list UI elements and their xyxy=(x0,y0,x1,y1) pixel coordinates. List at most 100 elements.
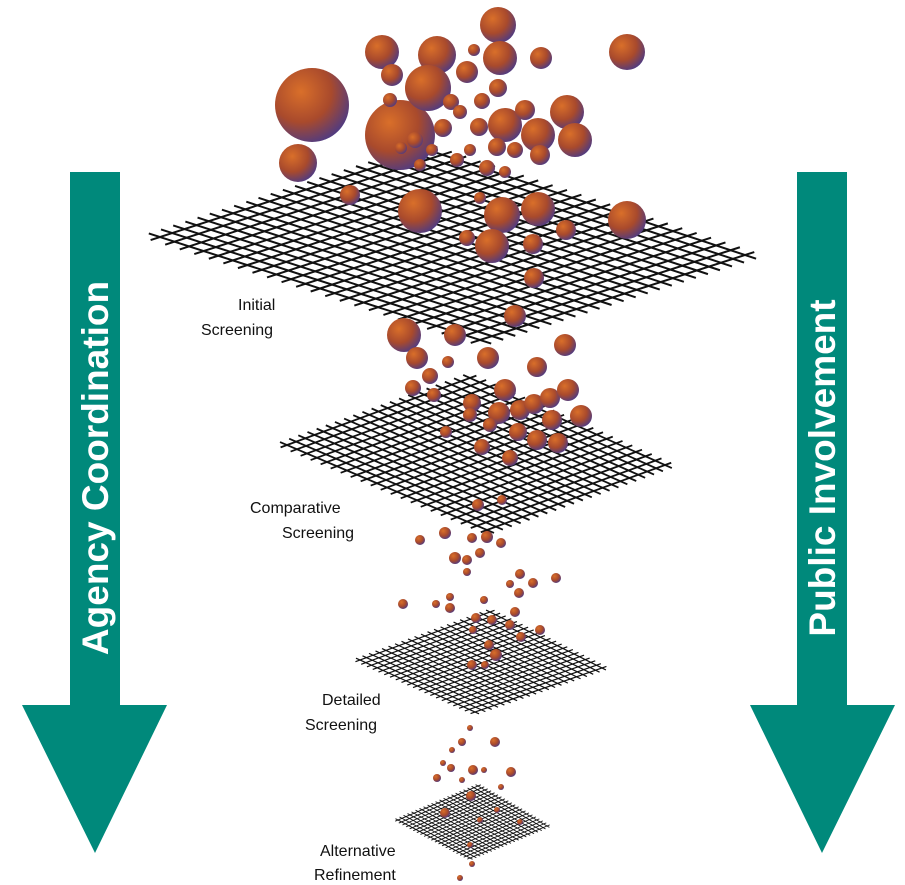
stage-3-label-line1: Detailed xyxy=(322,692,381,709)
stage-1-label-line2: Screening xyxy=(201,322,273,339)
candidate-sphere xyxy=(494,807,500,813)
candidate-sphere xyxy=(467,842,473,848)
candidate-sphere xyxy=(514,588,524,598)
candidate-sphere xyxy=(499,166,511,178)
candidate-sphere xyxy=(463,568,471,576)
candidate-sphere xyxy=(456,61,478,83)
candidate-sphere xyxy=(387,318,421,352)
public-involvement-label: Public Involvement xyxy=(802,299,843,636)
stage-4-label-line1: Alternative xyxy=(320,843,396,860)
candidate-sphere xyxy=(442,356,454,368)
candidate-sphere xyxy=(446,593,454,601)
candidate-sphere xyxy=(453,105,467,119)
candidate-sphere xyxy=(551,573,561,583)
candidate-sphere xyxy=(570,405,592,427)
stage-2-label-line1: Comparative xyxy=(250,500,341,517)
candidate-sphere xyxy=(489,79,507,97)
candidate-sphere xyxy=(488,138,506,156)
candidate-sphere xyxy=(527,357,547,377)
candidate-sphere xyxy=(608,201,646,239)
candidate-sphere xyxy=(466,791,476,801)
candidate-sphere xyxy=(474,192,486,204)
candidate-sphere xyxy=(459,777,465,783)
detailed-screening-grid xyxy=(355,610,606,714)
candidate-sphere xyxy=(530,47,552,69)
candidate-sphere xyxy=(279,144,317,182)
stage-1-label-line1: Initial xyxy=(238,297,275,314)
public-involvement-arrow: Public Involvement xyxy=(750,172,895,853)
candidate-sphere xyxy=(523,234,543,254)
candidate-sphere xyxy=(506,767,516,777)
candidate-sphere xyxy=(535,625,545,635)
candidate-sphere xyxy=(477,347,499,369)
stage-2-label-line2: Screening xyxy=(282,525,354,542)
candidate-sphere xyxy=(340,185,360,205)
candidate-sphere xyxy=(467,533,477,543)
candidate-sphere xyxy=(498,784,504,790)
candidate-sphere xyxy=(480,7,516,43)
candidate-sphere xyxy=(444,324,466,346)
candidate-sphere xyxy=(515,569,525,579)
candidate-sphere xyxy=(440,760,446,766)
candidate-sphere xyxy=(464,144,476,156)
candidate-sphere xyxy=(521,192,555,226)
candidate-sphere xyxy=(502,450,518,466)
candidate-sphere xyxy=(524,268,544,288)
candidate-sphere xyxy=(398,189,442,233)
candidate-sphere xyxy=(450,153,464,167)
candidate-sphere xyxy=(462,555,472,565)
candidate-sphere xyxy=(381,64,403,86)
candidate-sphere xyxy=(515,100,535,120)
candidate-sphere xyxy=(468,44,480,56)
stage-labels: Initial Screening Comparative Screening … xyxy=(201,297,396,884)
candidate-sphere xyxy=(505,620,515,630)
candidate-sphere xyxy=(275,68,349,142)
candidate-sphere xyxy=(497,495,507,505)
candidate-sphere xyxy=(494,379,516,401)
candidate-sphere xyxy=(414,159,426,171)
candidate-sphere xyxy=(475,229,509,263)
candidate-sphere xyxy=(530,145,550,165)
candidate-sphere xyxy=(447,764,455,772)
candidate-sphere xyxy=(434,119,452,137)
candidate-sphere xyxy=(479,160,495,176)
candidate-sphere xyxy=(467,660,477,670)
candidate-sphere xyxy=(472,499,484,511)
candidate-sphere xyxy=(548,433,568,453)
candidate-sphere xyxy=(504,305,526,327)
candidate-sphere xyxy=(490,649,502,661)
candidate-sphere xyxy=(426,144,438,156)
candidate-sphere xyxy=(527,430,547,450)
candidate-sphere xyxy=(540,388,560,408)
candidate-sphere xyxy=(415,535,425,545)
candidate-sphere xyxy=(510,607,520,617)
candidate-sphere xyxy=(398,599,408,609)
candidate-sphere xyxy=(463,408,477,422)
candidate-sphere xyxy=(483,418,497,432)
candidate-sphere xyxy=(459,230,475,246)
candidate-sphere xyxy=(439,527,451,539)
candidate-sphere xyxy=(468,765,478,775)
candidate-sphere xyxy=(449,747,455,753)
candidate-sphere xyxy=(509,423,527,441)
candidate-sphere xyxy=(506,580,514,588)
candidate-sphere xyxy=(542,410,562,430)
candidate-sphere xyxy=(440,426,452,438)
candidate-sphere xyxy=(469,861,475,867)
candidate-sphere xyxy=(406,347,428,369)
candidate-sphere xyxy=(477,817,483,823)
candidate-sphere xyxy=(481,767,487,773)
candidate-sphere xyxy=(433,774,441,782)
candidate-sphere xyxy=(383,93,397,107)
candidate-sphere xyxy=(481,531,493,543)
candidate-sphere xyxy=(557,379,579,401)
candidate-sphere xyxy=(445,603,455,613)
candidate-sphere xyxy=(507,142,523,158)
candidate-sphere xyxy=(432,600,440,608)
candidate-sphere xyxy=(427,388,441,402)
candidate-sphere xyxy=(407,132,423,148)
candidate-sphere xyxy=(365,35,399,69)
candidate-sphere xyxy=(449,552,461,564)
candidate-sphere xyxy=(554,334,576,356)
